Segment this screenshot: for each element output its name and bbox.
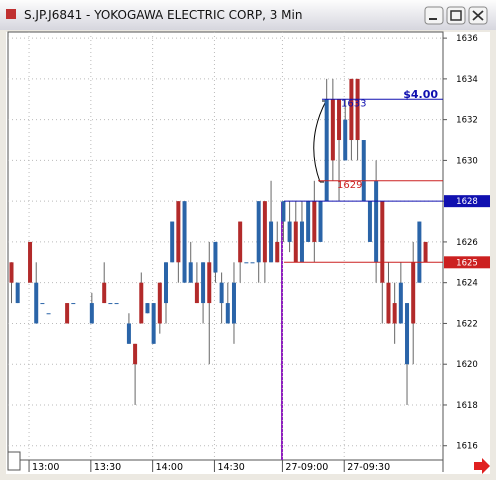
candle-body	[250, 262, 255, 264]
candle-body	[361, 140, 366, 202]
candle-body	[262, 201, 267, 263]
candle-body	[256, 201, 261, 263]
candle-body	[231, 282, 236, 324]
app-icon	[6, 9, 16, 19]
candle-body	[293, 221, 298, 263]
y-tick-label: 1626	[456, 238, 478, 248]
y-tick-label: 1616	[456, 442, 478, 452]
candle-body	[306, 201, 311, 242]
candle-body	[392, 303, 397, 324]
candle-body	[275, 241, 280, 263]
candle-body	[225, 303, 230, 324]
y-tick-label: 1636	[456, 34, 478, 44]
candle-body	[219, 282, 224, 304]
price-tag-label: 1628	[456, 197, 478, 207]
candle-body	[46, 313, 51, 315]
candle-body	[411, 262, 416, 324]
maximize-icon	[450, 10, 462, 21]
price-tag	[444, 256, 490, 269]
candle-body	[213, 241, 218, 273]
x-tick-label: 27-09:30	[347, 462, 390, 473]
candle-body	[188, 262, 193, 283]
candle-body	[65, 303, 70, 324]
y-tick-label: 1634	[456, 75, 478, 85]
chart-marks: 1616 1618 1620 1622 1624 1626 1628 1630 1632 1634…	[8, 32, 490, 473]
scroll-arrow[interactable]	[474, 458, 490, 474]
candle-body	[182, 201, 187, 283]
candle-body	[380, 201, 385, 283]
candle-body	[114, 303, 119, 305]
candle-body	[269, 221, 274, 263]
candle-body	[34, 282, 39, 324]
candle-body	[15, 282, 20, 304]
candle-body	[337, 99, 342, 141]
candle-body	[170, 221, 175, 263]
y-tick-label: 1618	[456, 401, 478, 411]
window-title: S.JP.J6841 - YOKOGAWA ELECTRIC CORP, 3 M…	[24, 8, 302, 22]
candle-body	[164, 262, 168, 304]
minimize-button[interactable]	[424, 6, 444, 25]
candle-body	[398, 282, 403, 324]
candle-body	[71, 303, 76, 305]
candle-body	[374, 180, 379, 263]
candle-body	[40, 303, 45, 305]
candle-body	[238, 221, 243, 263]
y-tick-label: 1620	[456, 360, 478, 370]
candle-body	[194, 282, 199, 304]
bracket-arc	[313, 100, 327, 183]
candle-body	[343, 119, 348, 161]
price-tag	[444, 195, 490, 208]
candle-body	[157, 282, 162, 324]
candle-body	[151, 303, 156, 344]
y-tick-label: 1632	[456, 116, 478, 126]
candle-body	[349, 78, 354, 141]
candle-body	[201, 262, 206, 304]
candle-body	[176, 201, 181, 263]
scroll-box[interactable]	[7, 451, 21, 471]
candle-body	[89, 303, 94, 324]
x-tick-label: 13:30	[94, 462, 121, 473]
x-tick-label: 14:00	[156, 462, 183, 473]
candle-body	[108, 303, 113, 305]
candle-body	[207, 262, 212, 304]
close-icon	[472, 10, 484, 21]
price-tag-label: 1625	[456, 258, 478, 268]
candle-body	[299, 221, 304, 263]
candle-body	[9, 262, 14, 283]
x-tick-label: 13:00	[32, 462, 59, 473]
candle-body	[28, 241, 33, 283]
x-tick-label: 14:30	[217, 462, 244, 473]
maximize-button[interactable]	[446, 6, 466, 25]
candle-body	[367, 201, 372, 242]
candle-body	[423, 241, 428, 263]
candle-body	[355, 78, 360, 141]
candle-body	[281, 201, 286, 222]
x-tick-label: 27-09:00	[285, 462, 328, 473]
y-tick-label: 1622	[456, 319, 478, 329]
candle-body	[318, 201, 323, 242]
candle-body	[145, 303, 150, 314]
candle-body	[330, 99, 335, 161]
candle-body	[312, 201, 317, 242]
candle-body	[417, 221, 422, 283]
price-line-label: 1633	[341, 98, 366, 109]
candle-body	[139, 282, 144, 324]
candle-body	[287, 221, 292, 242]
candle-body	[126, 323, 131, 344]
plot-area	[7, 31, 444, 461]
candle-body	[324, 99, 329, 202]
title-bar	[0, 0, 496, 30]
candle-body	[102, 282, 107, 304]
y-tick-label: 1630	[456, 156, 478, 166]
price-line-label: 1629	[337, 180, 362, 191]
candle-body	[405, 303, 410, 365]
candle-body	[244, 262, 249, 264]
y-tick-label: 1624	[456, 279, 478, 289]
annotation: $4.00	[403, 88, 438, 101]
candle-body	[133, 343, 138, 365]
candle-body	[386, 282, 391, 324]
